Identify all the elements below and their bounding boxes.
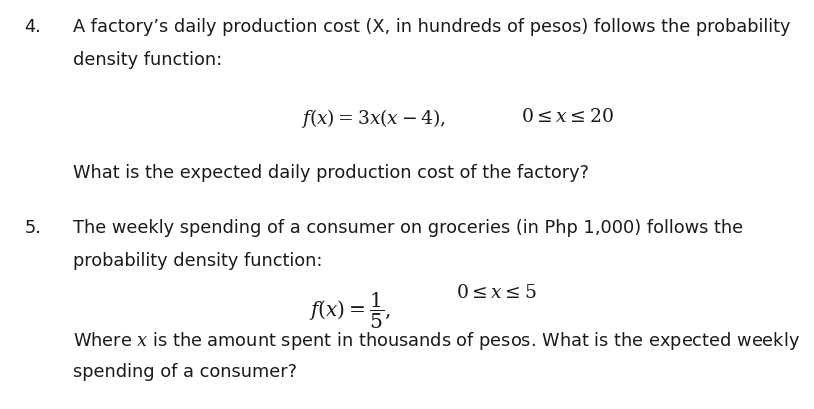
Text: density function:: density function: <box>73 51 222 69</box>
Text: Where $x$ is the amount spent in thousands of pesos. What is the expected weekly: Where $x$ is the amount spent in thousan… <box>73 329 800 351</box>
Text: spending of a consumer?: spending of a consumer? <box>73 362 297 380</box>
Text: What is the expected daily production cost of the factory?: What is the expected daily production co… <box>73 164 589 182</box>
Text: $0 \leq x \leq 20$: $0 \leq x \leq 20$ <box>521 106 614 125</box>
Text: A factory’s daily production cost (X, in hundreds of pesos) follows the probabil: A factory’s daily production cost (X, in… <box>73 18 790 36</box>
Text: The weekly spending of a consumer on groceries (in Php 1,000) follows the: The weekly spending of a consumer on gro… <box>73 219 743 237</box>
Text: 4.: 4. <box>24 18 42 36</box>
Text: 5.: 5. <box>24 219 42 237</box>
Text: $f(x) = \dfrac{1}{5},$: $f(x) = \dfrac{1}{5},$ <box>309 290 392 330</box>
Text: $0 \leq x \leq 5$: $0 \leq x \leq 5$ <box>456 282 536 301</box>
Text: probability density function:: probability density function: <box>73 252 323 270</box>
Text: $f(x) = 3x(x - 4),$: $f(x) = 3x(x - 4),$ <box>301 106 446 129</box>
